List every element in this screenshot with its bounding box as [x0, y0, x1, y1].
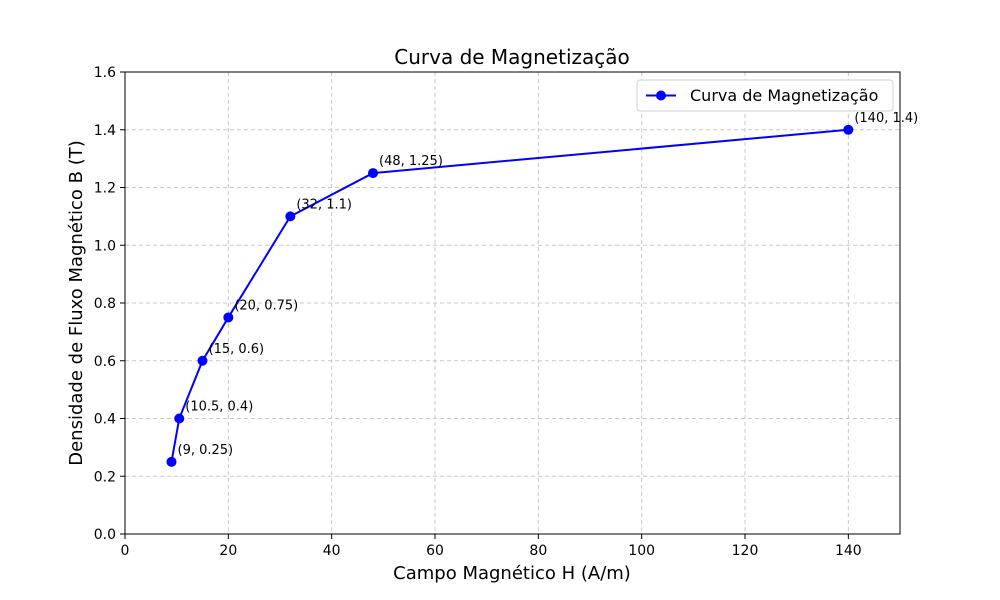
y-tick-label: 1.0 [94, 238, 116, 254]
legend-series-label: Curva de Magnetização [690, 86, 878, 105]
x-tick-label: 60 [426, 543, 444, 559]
y-tick-label: 0.2 [94, 469, 116, 485]
data-point-label: (15, 0.6) [209, 342, 265, 357]
y-tick-label: 1.4 [94, 123, 116, 139]
tick-layer: 0 20 40 60 80 100 120 140 0.0 0.2 0.4 0.6 0.8 1.0 1.2 1… [94, 65, 862, 559]
data-point [223, 312, 234, 323]
data-point [166, 456, 177, 467]
y-tick-label: 1.2 [94, 181, 116, 197]
x-tick-label: 100 [628, 543, 655, 559]
x-tick-label: 140 [835, 543, 862, 559]
x-tick-label: 40 [323, 543, 341, 559]
data-point [843, 124, 854, 135]
data-point [285, 211, 296, 222]
data-point [174, 413, 185, 424]
data-point [197, 355, 208, 366]
y-axis-label: Densidade de Fluxo Magnético B (T) [66, 140, 87, 466]
y-tick-label: 0.6 [94, 354, 116, 370]
x-tick-label: 80 [529, 543, 547, 559]
data-point-label: (140, 1.4) [854, 111, 918, 126]
data-point-label: (10.5, 0.4) [185, 400, 253, 415]
x-axis-label: Campo Magnético H (A/m) [393, 563, 631, 584]
data-point-label: (9, 0.25) [178, 443, 234, 458]
legend-series-marker [656, 90, 666, 101]
data-point-label: (20, 0.75) [234, 298, 298, 313]
y-tick-label: 1.6 [94, 65, 116, 81]
y-tick-label: 0.4 [94, 412, 116, 428]
x-tick-label: 120 [732, 543, 759, 559]
x-tick-label: 0 [121, 543, 130, 559]
point-label-layer: (9, 0.25) (10.5, 0.4) (15, 0.6) (20, 0.75) (… [178, 111, 919, 458]
x-tick-label: 20 [219, 543, 237, 559]
data-point-label: (48, 1.25) [379, 154, 443, 169]
y-tick-label: 0.8 [94, 296, 116, 312]
y-tick-label: 0.0 [94, 527, 116, 543]
legend: Curva de Magnetização [636, 79, 894, 112]
data-point [368, 168, 378, 179]
chart-title: Curva de Magnetização [394, 45, 630, 69]
legend-box [636, 79, 894, 112]
data-point-label: (32, 1.1) [296, 197, 352, 212]
series-layer [166, 124, 854, 467]
